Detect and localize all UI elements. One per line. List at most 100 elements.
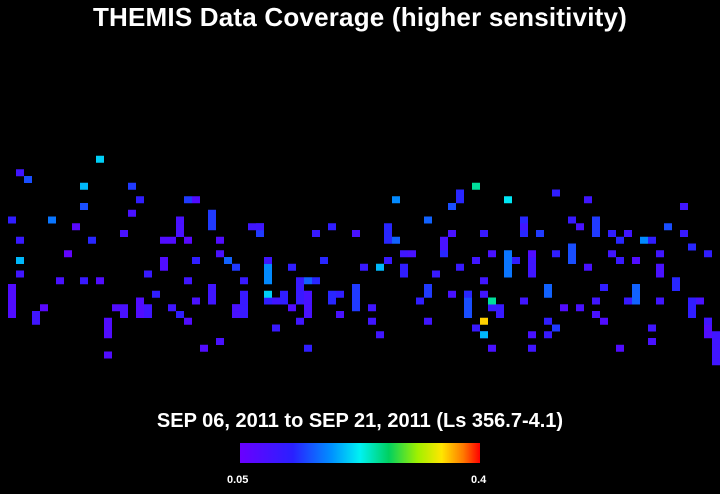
coverage-cell: [696, 297, 704, 305]
coverage-track-cell: [440, 236, 448, 244]
coverage-track-cell: [704, 331, 712, 339]
coverage-cell: [504, 196, 512, 204]
coverage-track-cell: [88, 236, 96, 244]
coverage-cell: [648, 324, 656, 332]
coverage-cell: [304, 344, 312, 352]
coverage-track-cell: [64, 250, 72, 258]
coverage-cell: [584, 196, 592, 204]
coverage-cell: [648, 236, 656, 244]
coverage-track-cell: [712, 344, 720, 352]
coverage-track-cell: [32, 317, 40, 325]
coverage-track-cell: [464, 304, 472, 312]
coverage-cell: [216, 338, 224, 345]
coverage-cell: [712, 331, 720, 339]
coverage-cell: [688, 243, 696, 251]
coverage-cell: [120, 230, 128, 237]
coverage-cell: [360, 263, 368, 271]
coverage-track-cell: [208, 284, 216, 291]
coverage-cell: [448, 230, 456, 237]
coverage-track-cell: [568, 250, 576, 258]
coverage-cell: [104, 351, 112, 359]
coverage-cell: [368, 317, 376, 325]
coverage-track-cell: [264, 270, 272, 278]
coverage-cell: [704, 250, 712, 258]
coverage-track-cell: [632, 297, 640, 305]
coverage-cell: [592, 297, 600, 305]
coverage-track-cell: [352, 297, 360, 305]
coverage-track-cell: [8, 304, 16, 312]
coverage-track-cell: [184, 196, 192, 204]
coverage-cell: [240, 277, 248, 285]
coverage-cell: [400, 250, 408, 258]
colorbar: [240, 443, 480, 463]
coverage-track-cell: [280, 290, 288, 298]
coverage-cell: [128, 209, 136, 217]
coverage-cell: [656, 297, 664, 305]
coverage-track-cell: [688, 311, 696, 318]
coverage-track-cell: [424, 284, 432, 291]
coverage-track-cell: [640, 236, 648, 244]
coverage-cell: [16, 270, 24, 278]
coverage-track-cell: [208, 209, 216, 217]
coverage-cell: [624, 297, 632, 305]
coverage-cell: [528, 331, 536, 339]
coverage-cell: [96, 277, 104, 285]
coverage-track-cell: [264, 263, 272, 271]
coverage-cell: [584, 263, 592, 271]
coverage-cell: [312, 277, 320, 285]
coverage-cell: [440, 250, 448, 258]
coverage-track-cell: [656, 270, 664, 278]
coverage-track-cell: [576, 304, 584, 312]
coverage-cell: [480, 317, 488, 325]
coverage-cell: [336, 290, 344, 298]
coverage-cell: [576, 223, 584, 231]
coverage-track-cell: [160, 257, 168, 264]
coverage-track-cell: [296, 277, 304, 285]
coverage-track-cell: [296, 284, 304, 291]
coverage-cell: [480, 331, 488, 339]
coverage-track-cell: [296, 297, 304, 305]
coverage-track-cell: [240, 304, 248, 312]
coverage-track-cell: [80, 277, 88, 285]
coverage-cell: [184, 236, 192, 244]
coverage-cell: [288, 263, 296, 271]
coverage-track-cell: [592, 223, 600, 231]
coverage-cell: [488, 304, 496, 312]
coverage-cell: [232, 263, 240, 271]
coverage-cell: [464, 290, 472, 298]
coverage-cell: [192, 297, 200, 305]
coverage-track-cell: [480, 290, 488, 298]
coverage-track-cell: [48, 216, 56, 224]
coverage-track-cell: [120, 304, 128, 312]
coverage-cell: [664, 223, 672, 231]
coverage-track-cell: [712, 338, 720, 345]
coverage-track-cell: [240, 311, 248, 318]
coverage-cell: [488, 250, 496, 258]
coverage-track-cell: [24, 176, 32, 183]
coverage-track-cell: [504, 257, 512, 264]
coverage-track-cell: [592, 230, 600, 237]
coverage-cell: [288, 304, 296, 312]
coverage-cell: [184, 317, 192, 325]
coverage-track-cell: [8, 311, 16, 318]
coverage-track-cell: [520, 216, 528, 224]
coverage-track-cell: [152, 290, 160, 298]
coverage-track-cell: [16, 257, 24, 264]
coverage-cell: [368, 304, 376, 312]
coverage-track-cell: [384, 236, 392, 244]
coverage-cell: [680, 230, 688, 237]
colorbar-min-label: 0.05: [227, 474, 249, 486]
coverage-cell: [600, 317, 608, 325]
coverage-track-cell: [296, 290, 304, 298]
coverage-track-cell: [440, 243, 448, 251]
coverage-track-cell: [144, 311, 152, 318]
coverage-cell: [488, 344, 496, 352]
coverage-track-cell: [544, 284, 552, 291]
coverage-cell: [592, 311, 600, 318]
coverage-cell: [160, 236, 168, 244]
coverage-cell: [552, 324, 560, 332]
coverage-cell: [168, 304, 176, 312]
coverage-cell: [352, 230, 360, 237]
coverage-cell: [520, 297, 528, 305]
